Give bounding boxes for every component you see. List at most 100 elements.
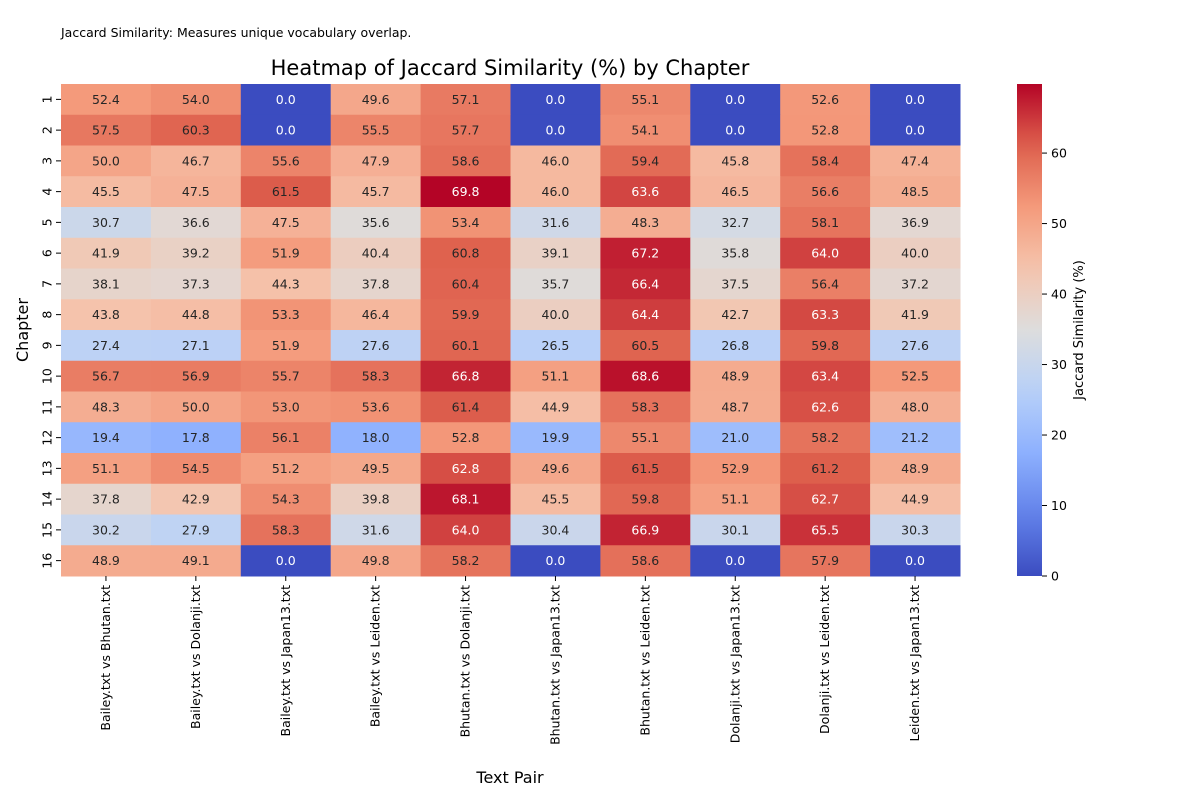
heatmap-cell: [780, 545, 871, 577]
cell-value-label: 48.3: [631, 215, 659, 230]
heatmap-cell: [420, 176, 511, 208]
cell-value-label: 44.9: [542, 399, 570, 414]
cell-value-label: 35.8: [721, 246, 749, 261]
cell-value-label: 37.8: [362, 276, 390, 291]
cell-value-label: 17.8: [182, 430, 210, 445]
heatmap-cell: [240, 84, 332, 116]
cell-value-label: 0.0: [546, 553, 566, 568]
x-tick-label: Bailey.txt vs Bhutan.txt: [98, 585, 113, 731]
heatmap-cell: [780, 176, 871, 208]
heatmap-cell: [600, 268, 691, 300]
cell-value-label: 0.0: [546, 92, 566, 107]
heatmap-cell: [61, 176, 152, 208]
cell-value-label: 59.8: [631, 492, 659, 507]
heatmap-cell: [690, 453, 781, 485]
heatmap-cell: [420, 545, 511, 577]
cell-value-label: 46.4: [362, 307, 390, 322]
cell-value-label: 54.5: [182, 461, 210, 476]
heatmap-cell: [870, 483, 961, 515]
cell-value-label: 57.5: [92, 123, 120, 138]
cell-value-label: 64.0: [811, 246, 839, 261]
heatmap-cell: [240, 453, 332, 485]
heatmap-cell: [330, 207, 422, 239]
heatmap-cell: [240, 268, 332, 300]
heatmap-cell: [330, 391, 422, 423]
y-tick-label: 2: [40, 126, 55, 134]
heatmap-cell: [420, 422, 511, 454]
cell-value-label: 30.1: [721, 522, 749, 537]
x-tick-label: Dolanji.txt vs Leiden.txt: [817, 585, 832, 734]
cell-value-label: 69.8: [452, 184, 480, 199]
cell-value-label: 61.2: [811, 461, 839, 476]
cell-value-label: 47.5: [182, 184, 210, 199]
heatmap-cell: [690, 391, 781, 423]
cell-value-label: 57.7: [452, 123, 480, 138]
heatmap-cell: [510, 453, 601, 485]
cell-value-label: 58.6: [452, 153, 480, 168]
cell-value-label: 51.1: [92, 461, 120, 476]
heatmap-cell: [510, 360, 601, 392]
heatmap-cell: [780, 483, 871, 515]
cell-value-label: 37.8: [92, 492, 120, 507]
cell-value-label: 30.7: [92, 215, 120, 230]
heatmap-cell: [870, 145, 961, 177]
cell-value-label: 60.8: [452, 246, 480, 261]
heatmap-cell: [420, 330, 511, 362]
heatmap-cell: [61, 360, 152, 392]
heatmap-cell: [240, 237, 332, 269]
heatmap-cell: [870, 330, 961, 362]
heatmap-cell: [870, 299, 961, 331]
cell-value-label: 18.0: [362, 430, 390, 445]
heatmap-cell: [420, 299, 511, 331]
cell-value-label: 48.9: [721, 369, 749, 384]
heatmap-cell: [61, 299, 152, 331]
cell-value-label: 44.9: [901, 492, 929, 507]
colorbar-tick-label: 50: [1051, 216, 1067, 231]
cell-value-label: 52.8: [452, 430, 480, 445]
heatmap-cell: [240, 483, 332, 515]
cell-value-label: 0.0: [905, 553, 925, 568]
heatmap-cell: [870, 114, 961, 146]
colorbar-tick-label: 0: [1051, 569, 1059, 584]
heatmap-cell: [420, 237, 511, 269]
chart-note: Jaccard Similarity: Measures unique voca…: [60, 25, 411, 40]
cell-value-label: 63.3: [811, 307, 839, 322]
heatmap-cell: [61, 453, 152, 485]
heatmap-cell: [690, 330, 781, 362]
colorbar-tick-label: 60: [1051, 146, 1067, 161]
cell-value-label: 44.8: [182, 307, 210, 322]
heatmap-cell: [870, 237, 961, 269]
heatmap-cell: [870, 422, 961, 454]
cell-value-label: 63.6: [631, 184, 659, 199]
cell-value-label: 60.1: [452, 338, 480, 353]
heatmap-cell: [510, 330, 601, 362]
y-tick-label: 3: [40, 157, 55, 165]
y-tick-label: 14: [40, 491, 55, 507]
y-tick-label: 13: [40, 460, 55, 476]
y-tick-label: 10: [40, 368, 55, 384]
heatmap-cell: [150, 299, 242, 331]
cell-value-label: 0.0: [725, 123, 745, 138]
cell-value-label: 58.4: [811, 153, 839, 168]
heatmap-cell: [420, 391, 511, 423]
heatmap-cell: [420, 514, 511, 546]
heatmap-cell: [330, 176, 422, 208]
heatmap-cell: [330, 545, 422, 577]
y-tick-label: 1: [40, 95, 55, 103]
cell-value-label: 49.8: [362, 553, 390, 568]
cell-value-label: 37.5: [721, 276, 749, 291]
cell-value-label: 41.9: [92, 246, 120, 261]
heatmap-cell: [690, 360, 781, 392]
heatmap-cell: [420, 145, 511, 177]
cell-value-label: 55.6: [272, 153, 300, 168]
heatmap-cell: [61, 422, 152, 454]
heatmap-cell: [870, 545, 961, 577]
heatmap-cell: [510, 207, 601, 239]
heatmap-cell: [240, 422, 332, 454]
heatmap-cell: [780, 145, 871, 177]
heatmap-cell: [600, 483, 691, 515]
heatmap-cell: [870, 514, 961, 546]
cell-value-label: 52.4: [92, 92, 120, 107]
heatmap-cell: [780, 237, 871, 269]
heatmap-cell: [150, 84, 242, 116]
